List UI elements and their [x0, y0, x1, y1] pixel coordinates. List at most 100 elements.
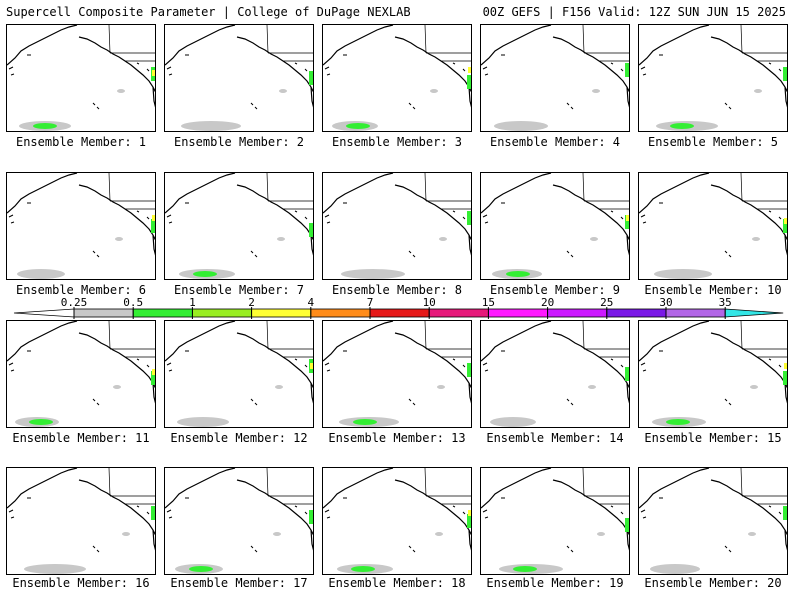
political-border [108, 25, 155, 62]
coastline [7, 173, 155, 256]
scp-shading-low [437, 385, 445, 389]
colorbar-segment [251, 308, 312, 318]
scp-shading-moderate [666, 419, 690, 425]
scp-shading-low [275, 385, 283, 389]
ensemble-member-label: Ensemble Member: 18 [328, 576, 466, 590]
scp-shading-moderate [670, 123, 694, 129]
islands [324, 54, 466, 110]
political-border [740, 173, 787, 210]
ensemble-member-label: Ensemble Member: 4 [489, 135, 621, 149]
ensemble-member-label: Ensemble Member: 10 [644, 283, 782, 297]
political-border [266, 25, 313, 62]
scp-shading-low [117, 89, 125, 93]
map-outline [323, 25, 471, 131]
colorbar-segment [606, 308, 667, 318]
islands [8, 497, 150, 553]
coastline [481, 173, 629, 256]
colorbar-tick-label: 20 [541, 296, 554, 309]
colorbar-segment [191, 308, 252, 318]
scp-shading-moderate [309, 223, 313, 237]
scp-shading-low [748, 532, 756, 536]
political-border [266, 468, 313, 505]
scp-shading-moderate [783, 371, 787, 385]
map-outline [639, 468, 787, 574]
colorbar-tick-label: 7 [367, 296, 374, 309]
ensemble-member-map [638, 320, 788, 428]
ensemble-member-map [6, 320, 156, 428]
scp-shading-high [626, 215, 629, 221]
political-border [582, 321, 629, 358]
scp-shading-low [590, 237, 598, 241]
run-valid-time: 00Z GEFS | F156 Valid: 12Z SUN JUN 15 20… [482, 5, 786, 19]
scp-shading-high [152, 369, 155, 375]
ensemble-member-map [638, 467, 788, 575]
scp-shading-moderate [151, 219, 155, 233]
political-border [424, 173, 471, 210]
colorbar-tick-label: 35 [719, 296, 732, 309]
scp-shading-moderate [625, 63, 629, 77]
colorbar-arrow-right [724, 308, 784, 318]
islands [482, 202, 624, 258]
scp-shading-low [430, 89, 438, 93]
ensemble-member-map [480, 467, 630, 575]
islands [482, 350, 624, 406]
scp-shading-low [597, 532, 605, 536]
islands [166, 497, 308, 553]
scp-shading-moderate [625, 215, 629, 229]
political-border [424, 468, 471, 505]
coastline [165, 25, 313, 108]
islands [324, 202, 466, 258]
ensemble-member-map [322, 467, 472, 575]
scp-shading-low [273, 532, 281, 536]
ensemble-member-label: Ensemble Member: 8 [331, 283, 463, 297]
map-outline [323, 468, 471, 574]
scp-shading-moderate [351, 566, 375, 572]
ensemble-member-label: Ensemble Member: 17 [170, 576, 308, 590]
scp-shading-moderate [29, 419, 53, 425]
colorbar-tick-label: 25 [600, 296, 613, 309]
colorbar: 0.25 0.5 1 2 4 7 10 15 20 25 30 35 [13, 296, 784, 319]
map-outline [323, 321, 471, 427]
scp-shading-moderate [353, 419, 377, 425]
scp-shading-low [650, 564, 700, 574]
map-outline [639, 173, 787, 279]
colorbar-segment [547, 308, 608, 318]
political-border [266, 173, 313, 210]
political-border [108, 173, 155, 210]
ensemble-member-map [164, 467, 314, 575]
scp-shading-low [181, 121, 241, 131]
scp-shading-low [490, 417, 536, 427]
coastline [323, 321, 471, 404]
scp-shading-moderate [467, 75, 471, 89]
map-outline [165, 25, 313, 131]
map-outline [323, 173, 471, 279]
ensemble-member-label: Ensemble Member: 13 [328, 431, 466, 445]
scp-shading-moderate [467, 211, 471, 225]
scp-shading-moderate [783, 506, 787, 520]
coastline [165, 321, 313, 404]
scp-shading-moderate [783, 67, 787, 81]
islands [166, 54, 308, 110]
colorbar-tick-label: 10 [423, 296, 436, 309]
scp-shading-low [588, 385, 596, 389]
colorbar-arrow-left [13, 308, 75, 318]
map-outline [165, 468, 313, 574]
scp-shading-low [439, 237, 447, 241]
map-outline [165, 173, 313, 279]
colorbar-tick-label: 4 [307, 296, 314, 309]
scp-shading-low [122, 532, 130, 536]
scp-shading-low [277, 237, 285, 241]
political-border [582, 173, 629, 210]
coastline [323, 173, 471, 256]
scp-shading-low [435, 532, 443, 536]
islands [324, 497, 466, 553]
coastline [481, 321, 629, 404]
ensemble-member-label: Ensemble Member: 7 [173, 283, 305, 297]
islands [8, 350, 150, 406]
ensemble-member-label: Ensemble Member: 14 [486, 431, 624, 445]
ensemble-member-map [6, 172, 156, 280]
islands [482, 54, 624, 110]
islands [324, 350, 466, 406]
islands [640, 497, 782, 553]
scp-shading-moderate [193, 271, 217, 277]
